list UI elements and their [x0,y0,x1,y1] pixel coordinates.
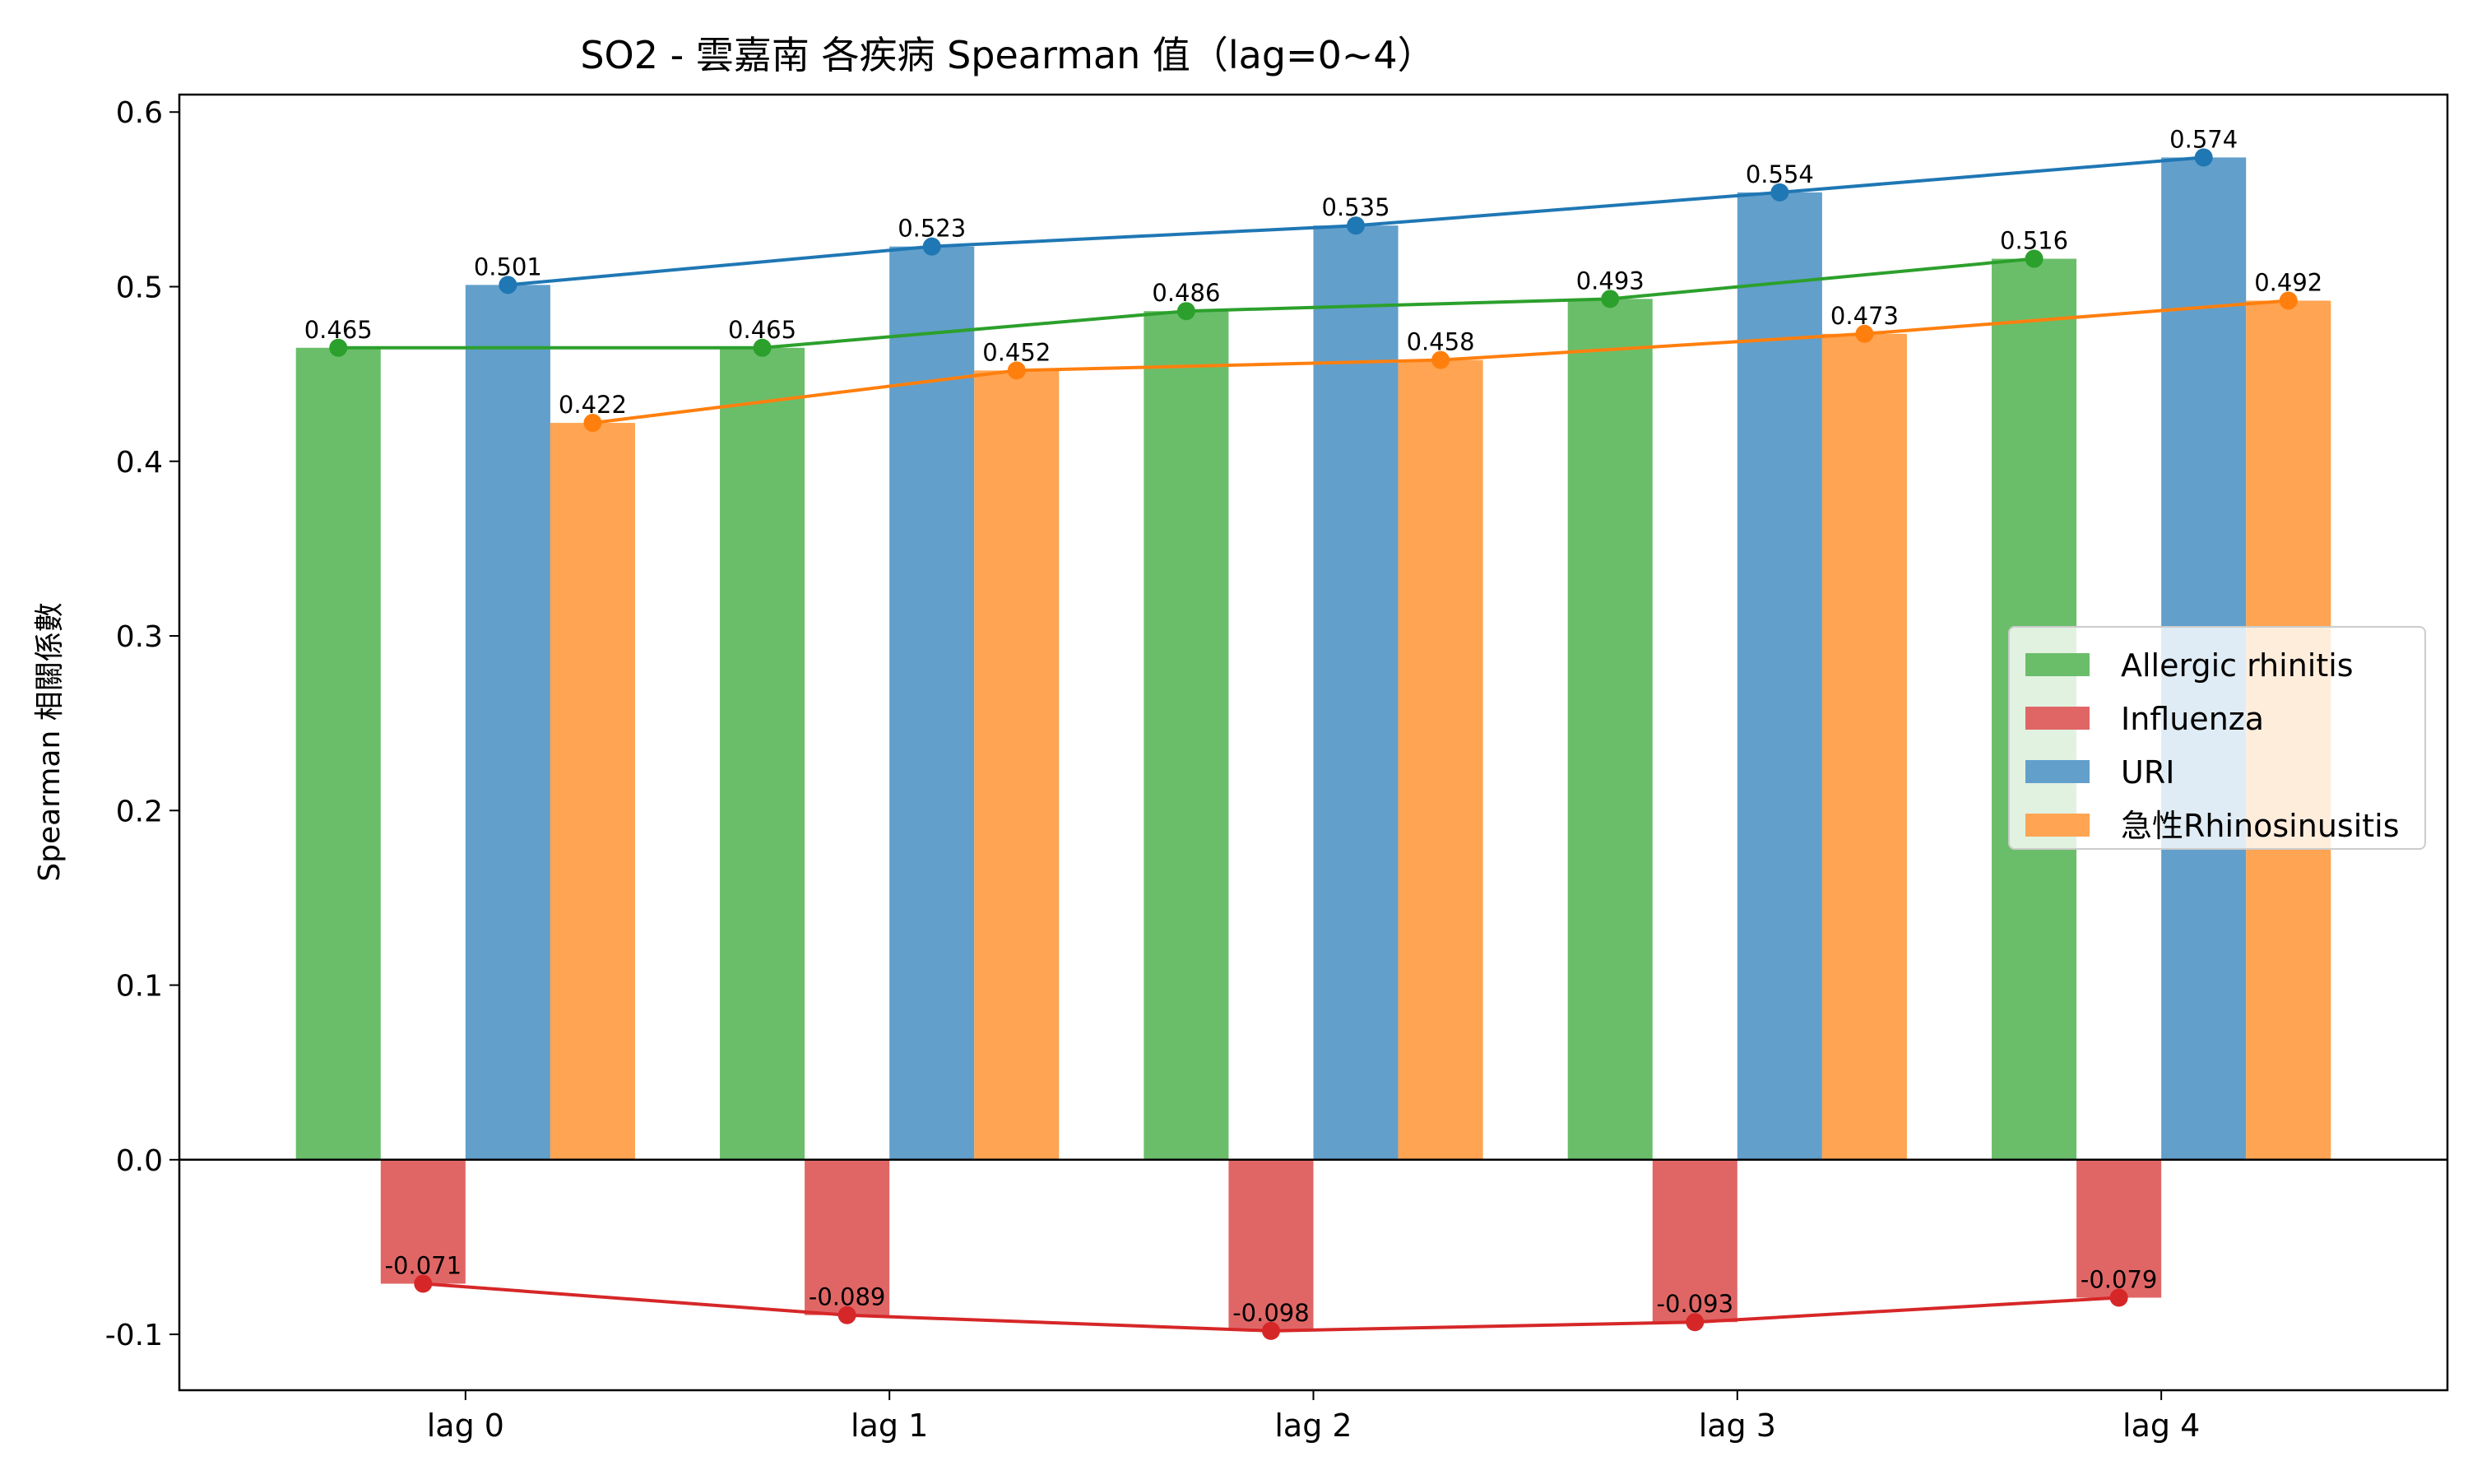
point-uri-0 [499,276,517,294]
point-uri-1 [922,237,941,256]
x-tick-label-4: lag 4 [2122,1407,2200,1444]
bar-influenza-0 [380,1159,466,1284]
bar-uri-1 [889,246,975,1160]
point-influenza-0 [414,1274,433,1293]
y-tick-label-3: 0.2 [116,795,163,828]
value-label-allergic-rhinitis-1: 0.465 [728,316,796,344]
point-rhinosinusitis-2 [1431,350,1450,369]
legend-label-1: Influenza [2121,701,2264,737]
value-label-allergic-rhinitis-2: 0.486 [1152,279,1220,307]
point-allergic-rhinitis-3 [1601,290,1620,308]
value-label-uri-2: 0.535 [1322,193,1390,221]
point-rhinosinusitis-3 [1855,324,1874,343]
point-allergic-rhinitis-0 [329,338,348,357]
point-rhinosinusitis-4 [2279,291,2298,310]
point-uri-3 [1770,183,1789,202]
bar-influenza-2 [1228,1159,1314,1331]
value-label-rhinosinusitis-2: 0.458 [1407,328,1475,356]
legend-swatch-2 [2025,760,2090,783]
bar-rhinosinusitis-3 [1821,333,1907,1160]
bar-influenza-3 [1652,1159,1737,1323]
x-tick-label-1: lag 1 [851,1407,928,1444]
x-tick-label-3: lag 3 [1699,1407,1776,1444]
bar-allergic-rhinitis-2 [1144,311,1229,1160]
bar-rhinosinusitis-1 [974,370,1060,1160]
legend-swatch-0 [2025,653,2090,676]
points-layer [329,148,2298,1340]
legend-swatch-3 [2025,814,2090,837]
bar-influenza-4 [2076,1159,2162,1298]
y-axis-label: Spearman 相關係數 [33,602,67,881]
value-label-uri-3: 0.554 [1746,160,1814,188]
value-label-uri-1: 0.523 [898,215,966,243]
value-label-influenza-2: -0.098 [1232,1299,1310,1327]
point-allergic-rhinitis-1 [753,338,772,357]
legend: Allergic rhinitis Influenza URI 急性Rhinosinu… [2008,626,2426,850]
value-label-rhinosinusitis-0: 0.422 [559,391,627,419]
x-tick-label-0: lag 0 [427,1407,504,1444]
axes-layer: -0.1 0.0 0.1 0.2 0.3 0.4 0.5 0.6 lag 0 lag 1 lag 2… [105,93,2449,1444]
point-rhinosinusitis-0 [583,414,602,433]
y-tick-label-0: -0.1 [105,1319,163,1352]
point-influenza-4 [2109,1288,2128,1307]
chart-title: SO2 - 雲嘉南 各疾病 Spearman 值（lag=0~4） [580,33,1435,77]
legend-label-2: URI [2121,754,2174,791]
bar-allergic-rhinitis-1 [720,347,805,1160]
value-label-rhinosinusitis-4: 0.492 [2254,268,2322,296]
point-allergic-rhinitis-4 [2025,249,2044,268]
value-label-rhinosinusitis-1: 0.452 [982,338,1051,366]
y-tick-label-2: 0.1 [116,970,163,1004]
x-tick-label-2: lag 2 [1274,1407,1352,1444]
legend-label-0: Allergic rhinitis [2121,647,2354,684]
bar-influenza-1 [805,1159,890,1315]
point-uri-2 [1347,216,1366,235]
bar-allergic-rhinitis-0 [295,347,381,1160]
bar-allergic-rhinitis-3 [1567,299,1653,1160]
value-label-rhinosinusitis-3: 0.473 [1830,302,1899,330]
point-uri-4 [2194,148,2213,167]
value-labels-layer: 0.465 0.465 0.486 0.493 0.516 -0.071 -0.089 -0.… [304,125,2323,1326]
value-label-allergic-rhinitis-4: 0.516 [2000,227,2068,255]
point-allergic-rhinitis-2 [1176,302,1195,321]
bar-uri-3 [1737,192,1822,1160]
y-tick-label-4: 0.3 [116,620,163,654]
bar-uri-0 [465,285,550,1160]
value-label-influenza-3: -0.093 [1657,1290,1734,1318]
point-influenza-2 [1261,1321,1280,1340]
point-rhinosinusitis-1 [1007,361,1026,380]
value-label-uri-4: 0.574 [2169,125,2238,153]
y-tick-label-5: 0.4 [116,446,163,480]
legend-box [2008,626,2426,850]
value-label-influenza-4: -0.079 [2081,1266,2158,1294]
value-label-allergic-rhinitis-3: 0.493 [1576,267,1645,294]
bar-rhinosinusitis-0 [550,423,635,1160]
y-tick-label-6: 0.5 [116,271,163,304]
value-label-influenza-0: -0.071 [385,1252,462,1280]
y-tick-label-1: 0.0 [116,1144,163,1178]
bar-rhinosinusitis-2 [1398,359,1483,1160]
y-tick-label-7: 0.6 [116,96,163,130]
point-influenza-1 [837,1305,856,1324]
value-label-uri-0: 0.501 [474,253,542,281]
legend-label-3: 急性Rhinosinusitis [2121,808,2400,844]
point-influenza-3 [1686,1313,1705,1332]
legend-swatch-1 [2025,707,2090,730]
bar-uri-2 [1313,225,1399,1160]
value-label-influenza-1: -0.089 [809,1283,886,1311]
value-label-allergic-rhinitis-0: 0.465 [304,316,373,344]
